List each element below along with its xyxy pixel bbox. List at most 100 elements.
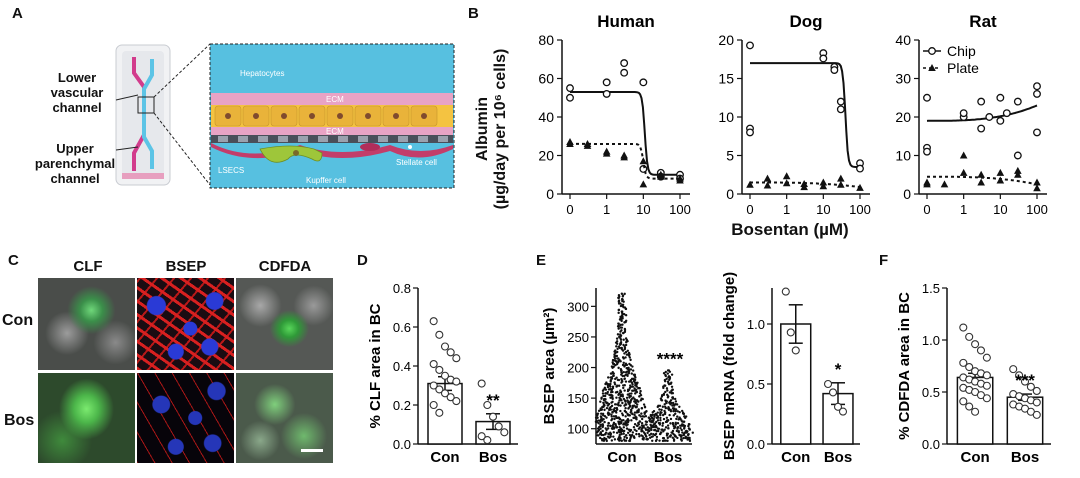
human-chip-fit xyxy=(570,91,680,176)
clf-point xyxy=(477,379,486,388)
clf-point xyxy=(500,428,509,437)
bsep-area-point xyxy=(611,400,614,404)
bsep-area-point xyxy=(619,315,622,319)
bsep-area-point xyxy=(609,431,612,434)
bsep-area-point xyxy=(672,438,676,441)
bsep-area-point xyxy=(671,421,675,425)
bsep-area-point xyxy=(614,423,617,426)
bsep-area-point xyxy=(599,400,602,403)
bsep-area-point xyxy=(609,424,612,427)
dog-xtick-label: 1 xyxy=(783,202,790,217)
dog-ytick-label: 20 xyxy=(718,32,734,48)
bsep-area-point xyxy=(618,433,621,437)
bsep-area-point xyxy=(626,417,630,421)
cdfda-point xyxy=(1009,365,1018,374)
bsep-area-point xyxy=(622,432,625,435)
bsep-area-point xyxy=(680,409,684,413)
bsep-area-point xyxy=(615,340,619,343)
bsep-area-point xyxy=(620,439,624,442)
bsep-area-point xyxy=(652,409,656,413)
bsep-area-point xyxy=(623,384,626,387)
bsep-area-point xyxy=(626,399,629,402)
bsep-area-point xyxy=(612,358,615,362)
bsep-area-point xyxy=(660,431,663,434)
bsep-area-point xyxy=(618,425,621,429)
clf-point xyxy=(440,389,450,398)
rat-chip-point xyxy=(1033,128,1041,137)
dog-chip-point xyxy=(819,54,828,63)
bsep-area-point xyxy=(606,424,610,427)
rat-plate-point xyxy=(923,180,931,188)
bsep-area-point xyxy=(623,306,627,309)
bsep-area-point xyxy=(601,429,604,433)
mrna-xtick-label: Bos xyxy=(824,449,852,466)
bsep-area-point xyxy=(612,431,615,434)
bsep-area-point xyxy=(628,356,632,359)
clf-ytick-label: 0.0 xyxy=(393,437,411,452)
bsep-area-point xyxy=(679,427,682,430)
bsep-area-point xyxy=(637,432,641,436)
bsep-area-point xyxy=(666,424,670,427)
bsep-area-point xyxy=(680,423,684,426)
bsep-area-point xyxy=(653,415,656,418)
bsep-area-point xyxy=(603,386,607,390)
rat-chip-point xyxy=(1033,82,1041,91)
bsep-area-point xyxy=(676,426,680,429)
bsep-area-point xyxy=(624,314,628,317)
rat-plate-point xyxy=(959,168,968,176)
chip-device xyxy=(115,44,171,186)
bsep-area-point xyxy=(666,380,670,383)
rat-plate-point xyxy=(959,151,968,159)
bsep-area-point xyxy=(622,361,625,364)
cdfda-point xyxy=(1015,371,1024,380)
dog-plate-point xyxy=(856,183,864,191)
bsep-area-point xyxy=(602,418,605,421)
rat-plate-point xyxy=(1033,178,1041,186)
bsep-area-point xyxy=(617,366,620,370)
human-chip-point xyxy=(566,93,574,102)
dog-chip-point xyxy=(856,164,864,173)
bsep-area-point xyxy=(663,384,666,387)
chip-diagram: Hepatocytes ECM ECM LSECS Kupffer cell S… xyxy=(115,43,455,189)
legend-chip-label: Chip xyxy=(947,43,976,59)
bsep-area-point xyxy=(624,380,628,383)
bsep-area-point xyxy=(657,427,661,430)
rat-xtick-label: 100 xyxy=(1026,202,1048,217)
bsep-area-point xyxy=(633,423,637,426)
bsep-area-point xyxy=(625,367,628,370)
bsep-area-point xyxy=(664,390,667,394)
human-ytick-label: 80 xyxy=(538,32,554,48)
bsep-area-point xyxy=(661,428,664,431)
rat-chip-point xyxy=(1033,89,1041,98)
bsep-area-point xyxy=(605,416,608,419)
cdfda-significance: *** xyxy=(1015,371,1035,390)
clf-point xyxy=(429,400,438,410)
bsep-area-point xyxy=(668,413,671,417)
bsep-area-point xyxy=(626,412,629,416)
human-chip-point xyxy=(602,89,611,98)
bsep-area-point xyxy=(621,303,625,306)
bsep-area-point xyxy=(632,425,636,429)
cdfda-point xyxy=(982,394,991,403)
bsep-area-point xyxy=(623,321,626,324)
bsep-area-point xyxy=(617,345,621,348)
chart-bsep-area: BSEP area (µm²) 100 150 200 250 300 Con Bos **** xyxy=(541,288,694,466)
cdfda-xtick-label: Con xyxy=(960,449,989,466)
bsep-area-point xyxy=(658,439,661,442)
bsep-area-point xyxy=(607,383,610,386)
cdfda-point xyxy=(959,358,968,367)
stellate-label: Stellate cell xyxy=(396,158,437,167)
bsep-area-point xyxy=(667,369,671,372)
bsep-area-point xyxy=(619,427,623,430)
human-title: Human xyxy=(597,12,655,31)
dog-plate-point xyxy=(819,178,828,186)
bsep-area-point xyxy=(598,436,602,440)
bsep-area-point xyxy=(649,423,652,426)
albumin-y-label: Albumin (µg/day per 10⁶ cells) xyxy=(474,48,509,210)
bsep-area-point xyxy=(599,423,602,426)
bsep-area-point xyxy=(623,409,627,413)
bsep-area-point xyxy=(622,370,626,374)
bsep-area-point xyxy=(638,414,641,417)
panel-letter-c: C xyxy=(8,252,19,269)
bsep-area-point xyxy=(671,388,674,391)
